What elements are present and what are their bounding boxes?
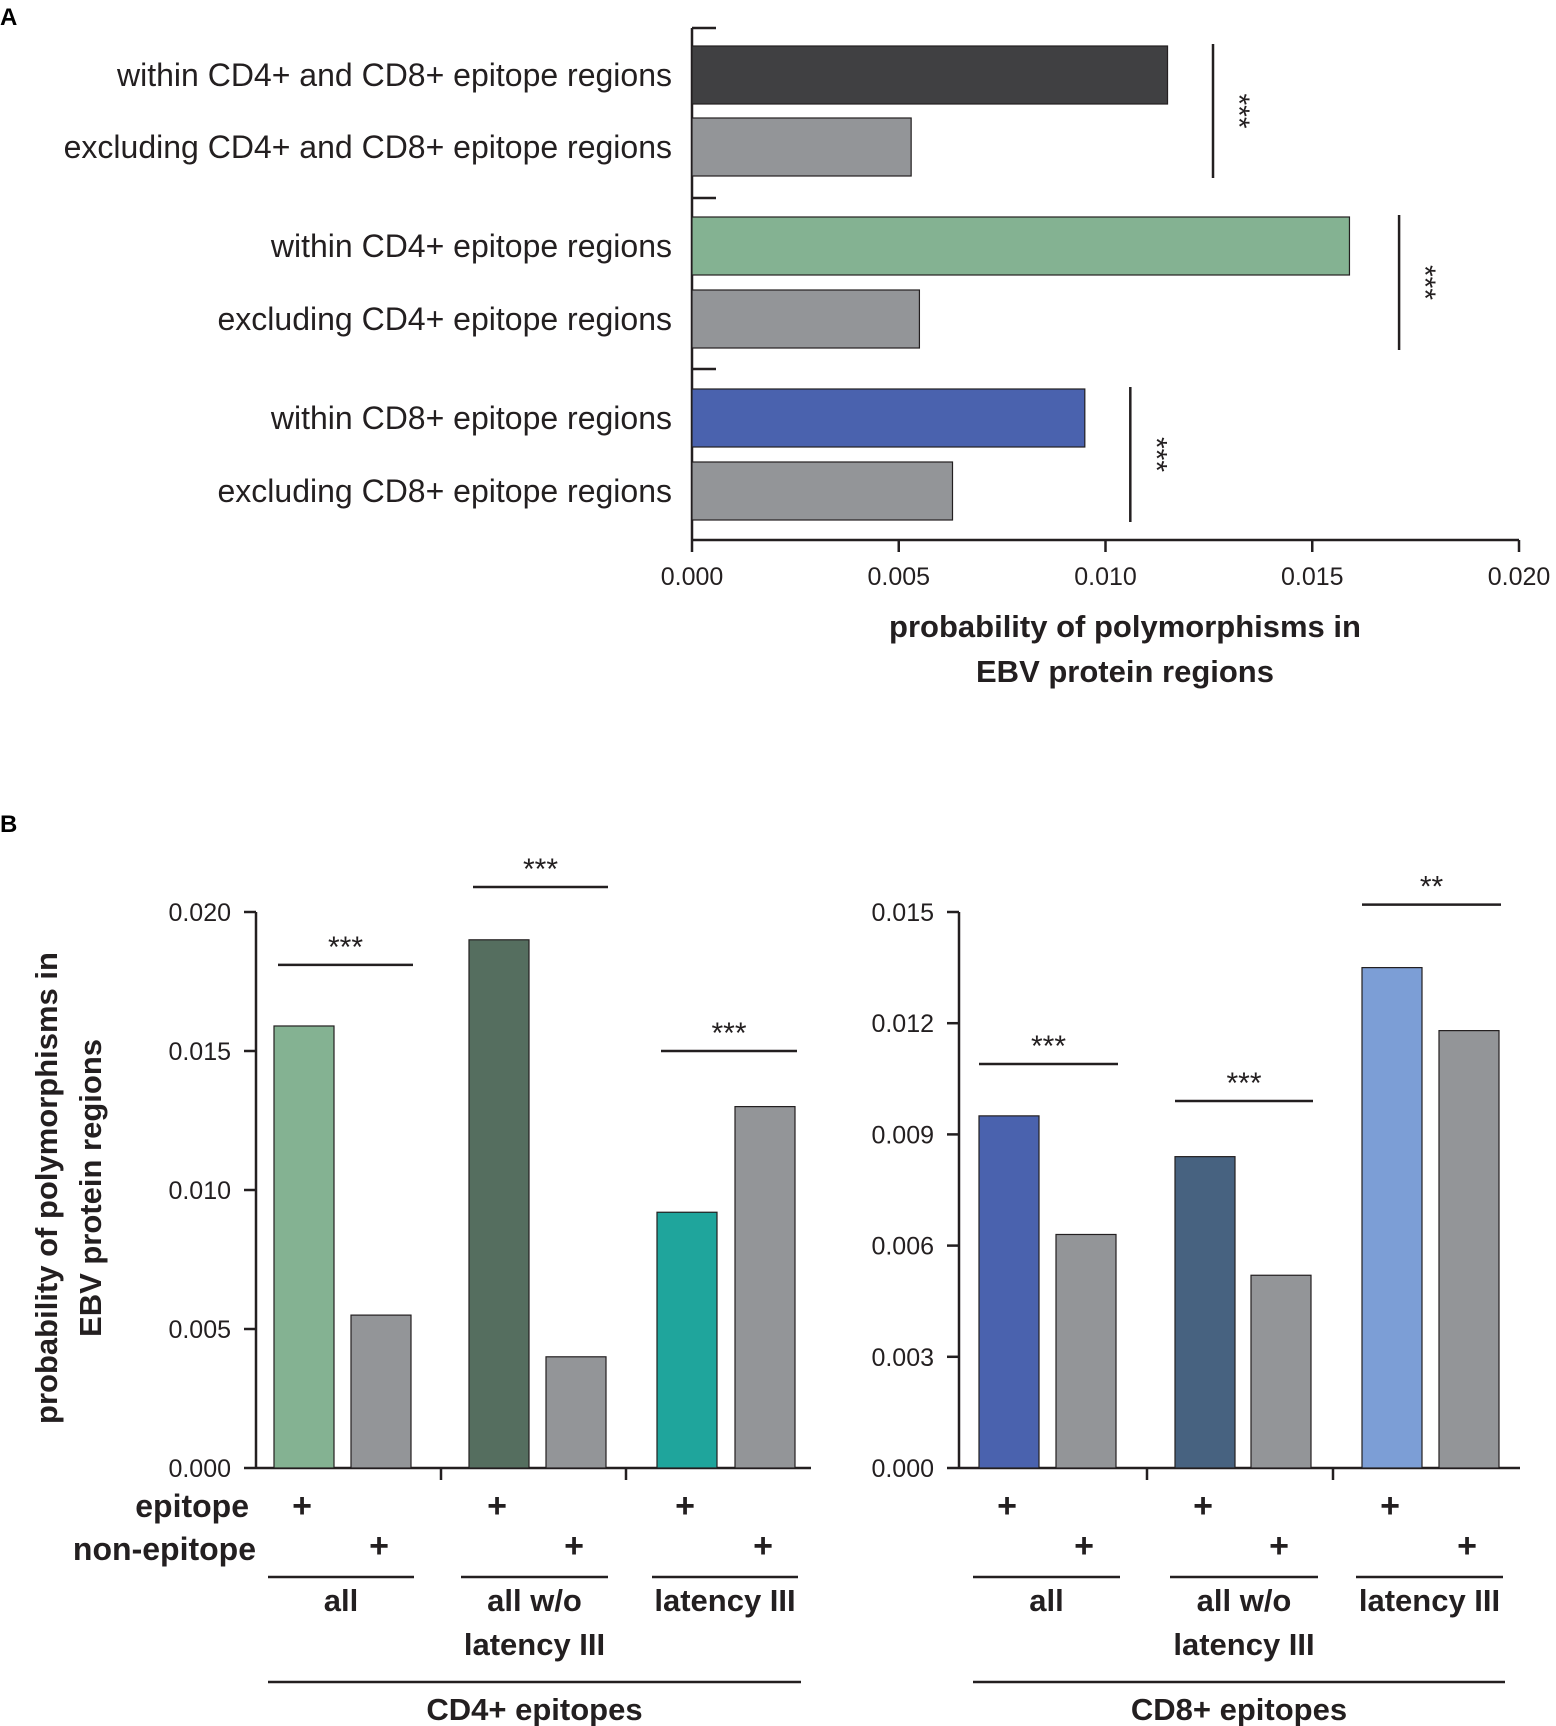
group-label: all: [1029, 1583, 1063, 1618]
group-label: latency III: [1173, 1627, 1314, 1662]
bar: [691, 289, 921, 349]
y-tick-label: 0.010: [168, 1177, 231, 1205]
epitope-plus: +: [997, 1487, 1017, 1525]
bar-epitope: [656, 1211, 718, 1469]
bar-non-epitope: [734, 1105, 796, 1469]
significance-label: ***: [1222, 93, 1255, 128]
epitope-plus: +: [1193, 1487, 1213, 1525]
bar-epitope: [1174, 1156, 1236, 1469]
non-epitope-plus: +: [753, 1527, 773, 1565]
group-label: all w/o: [487, 1583, 582, 1618]
chart-a: 0.000 0.005 0.010 0.015 0.020 within CD4+ and…: [64, 26, 1551, 689]
group-label: all: [324, 1583, 358, 1618]
x-axis-title: probability of polymorphisms in: [889, 609, 1361, 644]
y-axis-title: probability of polymorphisms in: [29, 952, 64, 1424]
significance-label: ***: [1408, 265, 1441, 300]
category-label: within CD4+ and CD8+ epitope regions: [116, 57, 672, 93]
category-label: within CD4+ epitope regions: [270, 228, 672, 264]
epitope-plus: +: [1380, 1487, 1400, 1525]
bar-non-epitope: [1250, 1274, 1312, 1469]
epitope-plus: +: [487, 1487, 507, 1525]
significance-label: ***: [1031, 1030, 1066, 1063]
y-tick-label: 0.015: [871, 899, 934, 927]
category-label: excluding CD8+ epitope regions: [217, 473, 672, 509]
significance-label: **: [1420, 871, 1444, 904]
group-label: all w/o: [1197, 1583, 1292, 1618]
epitope-plus: +: [675, 1487, 695, 1525]
y-tick-label: 0.000: [168, 1455, 231, 1483]
row-label-non-epitope: non-epitope: [73, 1531, 256, 1567]
bar: [691, 216, 1351, 276]
group-label: latency III: [1359, 1583, 1500, 1618]
x-tick-label: 0.020: [1488, 563, 1551, 591]
bar-epitope: [978, 1115, 1040, 1469]
significance-label: ***: [711, 1017, 746, 1050]
y-tick-label: 0.012: [871, 1010, 934, 1038]
category-label: excluding CD4+ epitope regions: [217, 301, 672, 337]
panel-label-a: A: [0, 4, 17, 31]
significance-label: ***: [1139, 437, 1172, 472]
x-tick-label: 0.010: [1074, 563, 1137, 591]
y-tick-label: 0.000: [871, 1455, 934, 1483]
non-epitope-plus: +: [1074, 1527, 1094, 1565]
bar-epitope: [468, 939, 530, 1469]
bar-non-epitope: [1055, 1233, 1117, 1469]
bar-non-epitope: [1438, 1030, 1500, 1469]
bar-epitope: [273, 1025, 335, 1469]
y-axis-title: EBV protein regions: [73, 1039, 108, 1337]
y-tick-label: 0.003: [871, 1344, 934, 1372]
x-tick-label: 0.015: [1281, 563, 1344, 591]
bar: [691, 117, 912, 177]
x-axis-title: EBV protein regions: [976, 654, 1274, 689]
group-label: latency III: [464, 1627, 605, 1662]
chart-b-cd4: 0.000 0.005 0.010 0.015 0.020 *** + + all *** + + al…: [29, 853, 811, 1726]
bar-non-epitope: [545, 1356, 607, 1469]
y-tick-label: 0.015: [168, 1038, 231, 1066]
x-tick-label: 0.000: [661, 563, 724, 591]
panel-label-b: B: [0, 811, 17, 838]
group-title: CD8+ epitopes: [1131, 1692, 1347, 1726]
significance-label: ***: [328, 931, 363, 964]
y-tick-label: 0.009: [871, 1121, 934, 1149]
group-label: latency III: [654, 1583, 795, 1618]
y-tick-label: 0.020: [168, 899, 231, 927]
significance-label: ***: [1226, 1067, 1261, 1100]
chart-b-cd8: 0.000 0.003 0.006 0.009 0.012 0.015 *** + + all **…: [871, 871, 1520, 1726]
bar-non-epitope: [350, 1314, 412, 1469]
bar: [691, 388, 1086, 448]
y-tick-label: 0.006: [871, 1233, 934, 1261]
non-epitope-plus: +: [1457, 1527, 1477, 1565]
significance-label: ***: [523, 853, 558, 886]
bar: [691, 45, 1169, 105]
x-tick-label: 0.005: [867, 563, 930, 591]
non-epitope-plus: +: [369, 1527, 389, 1565]
y-tick-label: 0.005: [168, 1316, 231, 1344]
bar: [691, 461, 954, 521]
non-epitope-plus: +: [564, 1527, 584, 1565]
epitope-plus: +: [292, 1487, 312, 1525]
category-label: excluding CD4+ and CD8+ epitope regions: [64, 129, 672, 165]
category-label: within CD8+ epitope regions: [270, 400, 672, 436]
group-title: CD4+ epitopes: [426, 1692, 642, 1726]
row-label-epitope: epitope: [135, 1488, 249, 1524]
non-epitope-plus: +: [1269, 1527, 1289, 1565]
bar-epitope: [1361, 966, 1423, 1469]
